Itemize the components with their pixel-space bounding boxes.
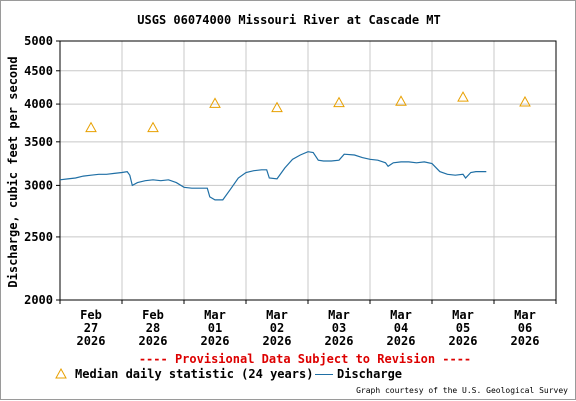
x-tick-label: 03 xyxy=(332,321,346,335)
x-tick-label: 28 xyxy=(146,321,160,335)
median-triangle-marker xyxy=(457,91,469,102)
x-tick-label: 05 xyxy=(456,321,470,335)
median-triangle-marker xyxy=(395,95,407,106)
legend-discharge-label: Discharge xyxy=(337,367,403,381)
x-tick-label: 02 xyxy=(270,321,284,335)
x-tick-label: Mar xyxy=(452,308,474,322)
x-tick-label: Feb xyxy=(80,308,102,322)
grid-layer xyxy=(60,40,556,301)
median-triangle-marker xyxy=(85,121,97,133)
series-layer xyxy=(59,91,531,201)
credit-text: Graph courtesy of the U.S. Geological Su… xyxy=(356,386,568,395)
x-tick-label: Mar xyxy=(266,308,288,322)
median-triangle-marker xyxy=(271,101,283,113)
x-tick-label: 27 xyxy=(84,321,98,335)
median-triangle-marker xyxy=(333,96,345,108)
median-triangle-marker xyxy=(147,121,159,133)
y-tick-label: 2500 xyxy=(24,230,53,244)
x-tick-label: 06 xyxy=(518,321,532,335)
x-tick-label: Feb xyxy=(142,308,164,322)
y-axis-label: Discharge, cubic feet per second xyxy=(6,56,20,287)
discharge-line xyxy=(59,151,487,201)
chart-title: USGS 06074000 Missouri River at Cascade … xyxy=(137,13,441,27)
x-tick-label: 01 xyxy=(208,321,222,335)
x-tick-label: Mar xyxy=(390,308,412,322)
legend-line-icon xyxy=(315,374,333,375)
median-triangle-marker xyxy=(519,95,531,107)
x-tick-label: 2026 xyxy=(387,334,416,348)
provisional-notice: ---- Provisional Data Subject to Revisio… xyxy=(138,352,472,366)
legend-triangle-icon xyxy=(55,368,67,379)
median-triangle-marker xyxy=(209,97,221,108)
y-tick-label: 3000 xyxy=(24,178,53,192)
x-tick-label: 2026 xyxy=(325,334,354,348)
x-tick-label: Mar xyxy=(204,308,226,322)
x-tick-label: 2026 xyxy=(511,334,540,348)
y-tick-label: 4500 xyxy=(24,64,53,78)
x-tick-label: Mar xyxy=(514,308,536,322)
y-axis: 2000 2500 3000 3500 4000 4500 5000 xyxy=(24,34,60,307)
y-tick-label: 3500 xyxy=(24,135,53,149)
y-tick-label: 4000 xyxy=(24,97,53,111)
y-tick-label: 2000 xyxy=(24,293,53,307)
x-axis: Feb272026Feb282026Mar012026Mar022026Mar0… xyxy=(59,300,557,348)
x-tick-label: 2026 xyxy=(263,334,292,348)
legend-median-label: Median daily statistic (24 years) xyxy=(75,367,314,381)
x-tick-label: 04 xyxy=(394,321,408,335)
x-tick-label: 2026 xyxy=(449,334,478,348)
x-tick-label: 2026 xyxy=(201,334,230,348)
y-tick-label: 5000 xyxy=(24,34,53,48)
x-tick-label: 2026 xyxy=(77,334,106,348)
x-tick-label: 2026 xyxy=(139,334,168,348)
x-tick-label: Mar xyxy=(328,308,350,322)
